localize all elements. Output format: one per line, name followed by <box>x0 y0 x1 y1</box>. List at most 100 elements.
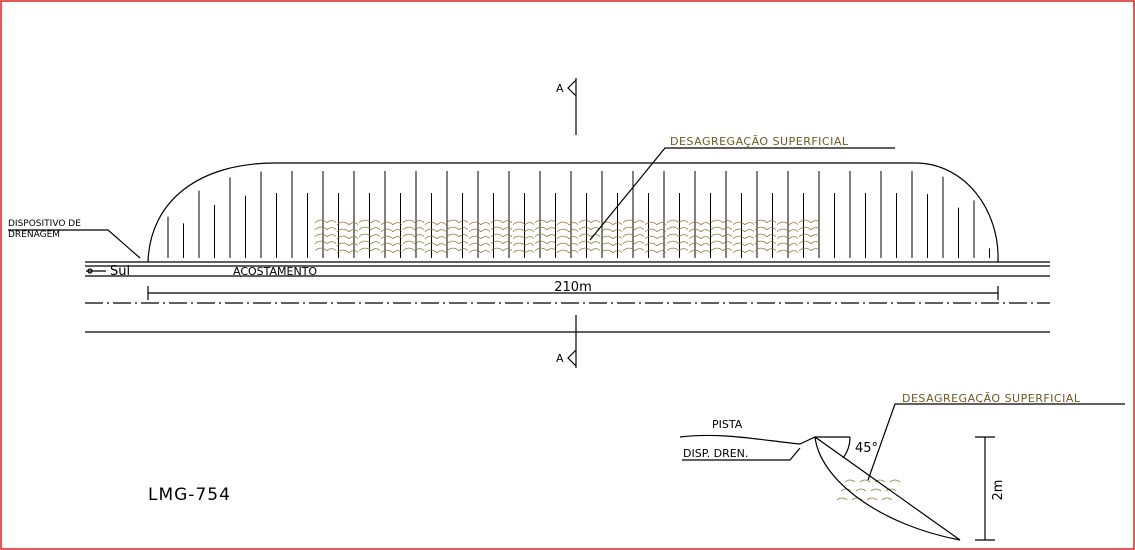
texture-stroke <box>732 249 755 254</box>
texture-stroke <box>556 235 579 240</box>
texture-stroke <box>885 488 897 492</box>
texture-stroke <box>446 240 469 245</box>
dimension: 210m <box>554 280 591 295</box>
texture-stroke <box>578 247 601 252</box>
texture-stroke <box>358 226 381 231</box>
texture-stroke <box>358 240 381 245</box>
texture-stroke <box>380 228 403 233</box>
texture-stroke <box>870 488 882 492</box>
texture-stroke <box>732 221 755 226</box>
texture-stroke <box>314 219 337 224</box>
texture-stroke <box>578 240 601 245</box>
texture-stroke <box>710 240 733 245</box>
texture-stroke <box>336 228 359 233</box>
texture-stroke <box>424 221 447 226</box>
texture-stroke <box>798 247 821 252</box>
texture-stroke <box>776 228 799 233</box>
texture-stroke <box>534 226 557 231</box>
texture-stroke <box>754 247 777 252</box>
texture-stroke <box>468 235 491 240</box>
texture-stroke <box>600 235 623 240</box>
texture-stroke <box>380 242 403 247</box>
label: ACOSTAMENTO <box>233 265 317 278</box>
texture-stroke <box>358 233 381 238</box>
texture-stroke <box>666 226 689 231</box>
texture-stroke <box>556 242 579 247</box>
texture-stroke <box>798 240 821 245</box>
texture-stroke <box>578 226 601 231</box>
texture-stroke <box>688 242 711 247</box>
texture-stroke <box>314 226 337 231</box>
texture-stroke <box>424 242 447 247</box>
texture-stroke <box>644 235 667 240</box>
texture-stroke <box>732 242 755 247</box>
texture-stroke <box>578 233 601 238</box>
texture-stroke <box>776 235 799 240</box>
texture <box>314 219 901 501</box>
texture-stroke <box>446 219 469 224</box>
texture-stroke <box>688 228 711 233</box>
label: PISTA <box>712 418 743 431</box>
texture-stroke <box>644 228 667 233</box>
texture-stroke <box>622 233 645 238</box>
texture-stroke <box>688 249 711 254</box>
section-label: A <box>556 82 564 95</box>
texture-stroke <box>688 235 711 240</box>
texture-stroke <box>644 249 667 254</box>
texture-stroke <box>446 233 469 238</box>
texture-stroke <box>754 233 777 238</box>
texture-stroke <box>556 221 579 226</box>
texture-stroke <box>844 479 856 483</box>
texture-stroke <box>710 233 733 238</box>
texture-stroke <box>866 497 878 501</box>
texture-stroke <box>644 242 667 247</box>
texture-stroke <box>732 228 755 233</box>
texture-stroke <box>446 247 469 252</box>
texture-stroke <box>622 240 645 245</box>
label: Sul <box>110 264 130 279</box>
texture-stroke <box>710 247 733 252</box>
texture-stroke <box>889 479 901 483</box>
label: DRENAGEM <box>8 230 60 240</box>
texture-stroke <box>534 240 557 245</box>
label: 45° <box>855 441 878 456</box>
texture-stroke <box>600 228 623 233</box>
label: DISP. DREN. <box>683 447 748 460</box>
callout: DESAGREGAÇÃO SUPERFICIAL <box>670 135 849 148</box>
leader <box>589 147 895 241</box>
texture-stroke <box>666 219 689 224</box>
callout: DESAGREGAÇÃO SUPERFICIAL <box>902 392 1081 405</box>
texture-stroke <box>336 235 359 240</box>
section-mark <box>567 78 577 368</box>
texture-stroke <box>512 249 535 254</box>
texture-stroke <box>578 219 601 224</box>
texture-stroke <box>490 240 513 245</box>
texture-stroke <box>666 240 689 245</box>
texture-stroke <box>424 228 447 233</box>
texture-stroke <box>556 228 579 233</box>
texture-stroke <box>380 221 403 226</box>
texture-stroke <box>468 242 491 247</box>
texture-stroke <box>490 219 513 224</box>
texture-stroke <box>424 235 447 240</box>
texture-stroke <box>881 497 893 501</box>
texture-stroke <box>710 226 733 231</box>
texture-stroke <box>859 479 871 483</box>
texture-stroke <box>688 221 711 226</box>
texture-stroke <box>358 219 381 224</box>
texture-stroke <box>666 233 689 238</box>
texture-stroke <box>534 219 557 224</box>
texture-stroke <box>776 221 799 226</box>
label: DISPOSITIVO DE <box>8 219 81 229</box>
texture-stroke <box>622 219 645 224</box>
texture-stroke <box>380 249 403 254</box>
texture-stroke <box>556 249 579 254</box>
texture-stroke <box>490 226 513 231</box>
texture-stroke <box>534 233 557 238</box>
texture-stroke <box>666 247 689 252</box>
cross-section <box>679 434 995 541</box>
dimension: 2m <box>991 480 1006 501</box>
texture-stroke <box>732 235 755 240</box>
